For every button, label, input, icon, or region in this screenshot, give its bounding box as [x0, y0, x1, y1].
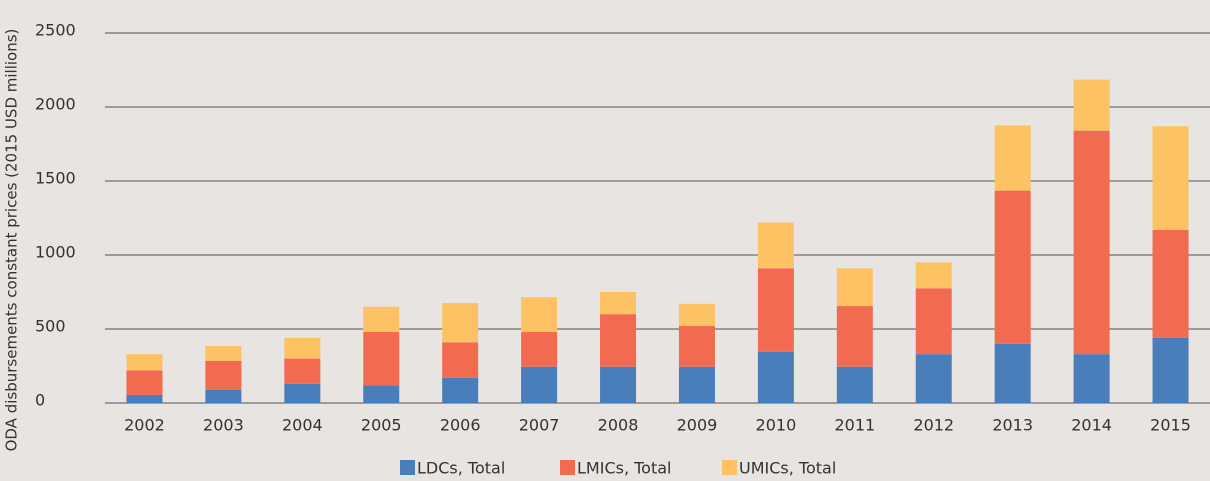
bar-segment [363, 331, 400, 386]
bar-segment [205, 389, 242, 403]
bar-segment [757, 351, 794, 403]
bar-segment [521, 366, 558, 403]
x-tick-label: 2015 [1150, 416, 1191, 435]
x-tick-label: 2002 [124, 416, 165, 435]
bar-segment [363, 385, 400, 403]
bar-segment [126, 394, 163, 403]
y-axis-label: ODA disbursements constant prices (2015 … [3, 29, 21, 452]
bar-segment [836, 268, 873, 307]
legend-label: LDCs, Total [417, 459, 505, 478]
bar-segment [757, 268, 794, 352]
bar-segment [678, 366, 715, 403]
bar-segment [521, 331, 558, 367]
bar-segment [1152, 229, 1189, 338]
y-tick-label: 500 [35, 317, 66, 336]
bar-segment [678, 303, 715, 327]
bar-segment [1073, 130, 1110, 355]
x-tick-label: 2003 [203, 416, 244, 435]
y-tick-label: 1500 [35, 169, 76, 188]
bar-segment [205, 360, 242, 390]
legend-label: LMICs, Total [577, 459, 671, 478]
x-tick-label: 2014 [1071, 416, 1112, 435]
bar-segment [442, 342, 479, 378]
y-tick-label: 2000 [35, 95, 76, 114]
y-tick-label: 0 [35, 391, 45, 410]
x-tick-label: 2011 [834, 416, 875, 435]
x-tick-label: 2008 [598, 416, 639, 435]
bar-segment [363, 306, 400, 332]
bar-segment [836, 306, 873, 367]
bar-segment [126, 354, 163, 371]
bar-segment [757, 222, 794, 269]
bar-segment [600, 314, 637, 367]
bar-segment [915, 288, 952, 355]
bar-segment [205, 346, 242, 361]
bar-segment [521, 297, 558, 332]
bar-segment [678, 326, 715, 367]
x-tick-label: 2004 [282, 416, 323, 435]
bar-segment [1073, 79, 1110, 131]
bar-segment [994, 190, 1031, 344]
x-tick-label: 2009 [677, 416, 718, 435]
y-tick-label: 2500 [35, 21, 76, 40]
bar-segment [600, 366, 637, 403]
bar-segment [126, 370, 163, 395]
x-tick-label: 2005 [361, 416, 402, 435]
y-tick-label: 1000 [35, 243, 76, 262]
bar-segment [442, 377, 479, 403]
legend-swatch [400, 460, 415, 475]
bar-segment [836, 366, 873, 403]
x-tick-label: 2012 [913, 416, 954, 435]
bar-segment [600, 292, 637, 315]
legend-label: UMICs, Total [739, 459, 836, 478]
bar-segment [1073, 354, 1110, 403]
bar-segment [915, 354, 952, 403]
bar-segment [1152, 126, 1189, 230]
x-tick-label: 2006 [440, 416, 481, 435]
bar-segment [915, 262, 952, 289]
x-tick-label: 2010 [756, 416, 797, 435]
x-tick-label: 2013 [992, 416, 1033, 435]
bar-segment [284, 358, 321, 384]
bar-segment [442, 303, 479, 343]
bar-segment [284, 383, 321, 403]
bar-segment [994, 125, 1031, 191]
legend-swatch [560, 460, 575, 475]
bar-segment [284, 337, 321, 359]
bar-segment [1152, 337, 1189, 403]
bar-segment [994, 343, 1031, 403]
legend-swatch [722, 460, 737, 475]
x-tick-label: 2007 [519, 416, 560, 435]
